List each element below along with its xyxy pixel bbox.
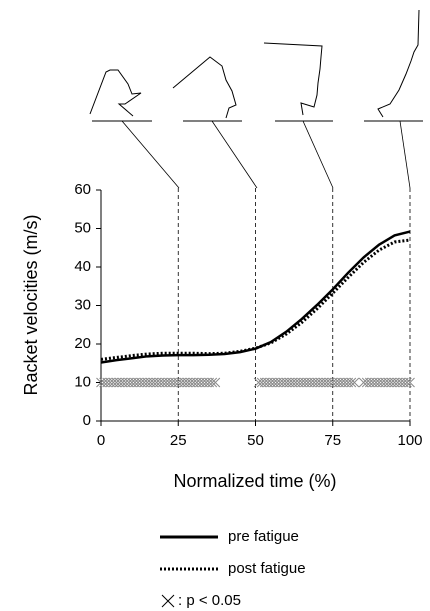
legend-label: post fatigue: [228, 560, 306, 577]
cross-marker: [207, 377, 218, 388]
x-tick-label: 25: [170, 432, 187, 449]
series-line: [100, 230, 411, 364]
cross-marker: [346, 377, 357, 388]
y-tick-label: 40: [74, 258, 91, 275]
y-tick-label: 0: [83, 412, 91, 429]
x-tick-label: 75: [324, 432, 341, 449]
legend-label: pre fatigue: [228, 528, 299, 545]
cross-marker: [402, 377, 412, 388]
x-tick-label: 0: [97, 432, 105, 449]
legend-marker: [161, 594, 175, 608]
y-axis-label: Racket velocities (m/s): [21, 214, 41, 395]
stick-figures: [89, 9, 423, 189]
y-tick-label: 50: [74, 219, 91, 236]
cross-marker: [405, 377, 415, 388]
x-tick-label: 100: [397, 432, 422, 449]
y-tick-label: 20: [74, 335, 91, 352]
y-tick-label: 60: [74, 181, 91, 198]
y-tick-label: 10: [74, 373, 91, 390]
x-axis-label: Normalized time (%): [173, 471, 336, 491]
x-tick-label: 50: [247, 432, 264, 449]
cross-marker: [210, 377, 221, 388]
cross-marker: [349, 377, 360, 388]
legend-label: : p < 0.05: [178, 592, 241, 609]
y-tick-label: 30: [74, 296, 91, 313]
